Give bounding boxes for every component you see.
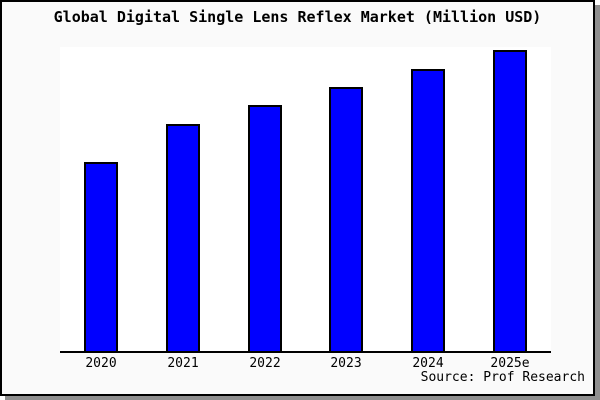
bar-2021: [166, 124, 200, 351]
plot-area: [60, 47, 551, 353]
bar-2024: [411, 69, 445, 351]
bar-2023: [329, 87, 363, 351]
x-axis-label-2024: 2024: [412, 356, 444, 371]
x-axis-label-2021: 2021: [167, 356, 199, 371]
bar-2025e: [493, 50, 527, 351]
x-axis-label-2025e: 2025e: [490, 356, 530, 371]
source-credit: Source: Prof Research: [420, 370, 585, 385]
bar-2020: [84, 162, 118, 351]
x-axis-label-2020: 2020: [85, 356, 117, 371]
chart-title: Global Digital Single Lens Reflex Market…: [53, 8, 542, 26]
x-axis-labels: 2020 2021 2022 2023 2024 2025e: [60, 356, 551, 372]
bar-2022: [248, 105, 282, 351]
x-axis-label-2023: 2023: [330, 356, 362, 371]
x-axis-label-2022: 2022: [249, 356, 281, 371]
